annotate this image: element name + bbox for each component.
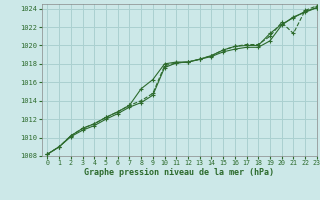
X-axis label: Graphe pression niveau de la mer (hPa): Graphe pression niveau de la mer (hPa) [84,168,274,177]
